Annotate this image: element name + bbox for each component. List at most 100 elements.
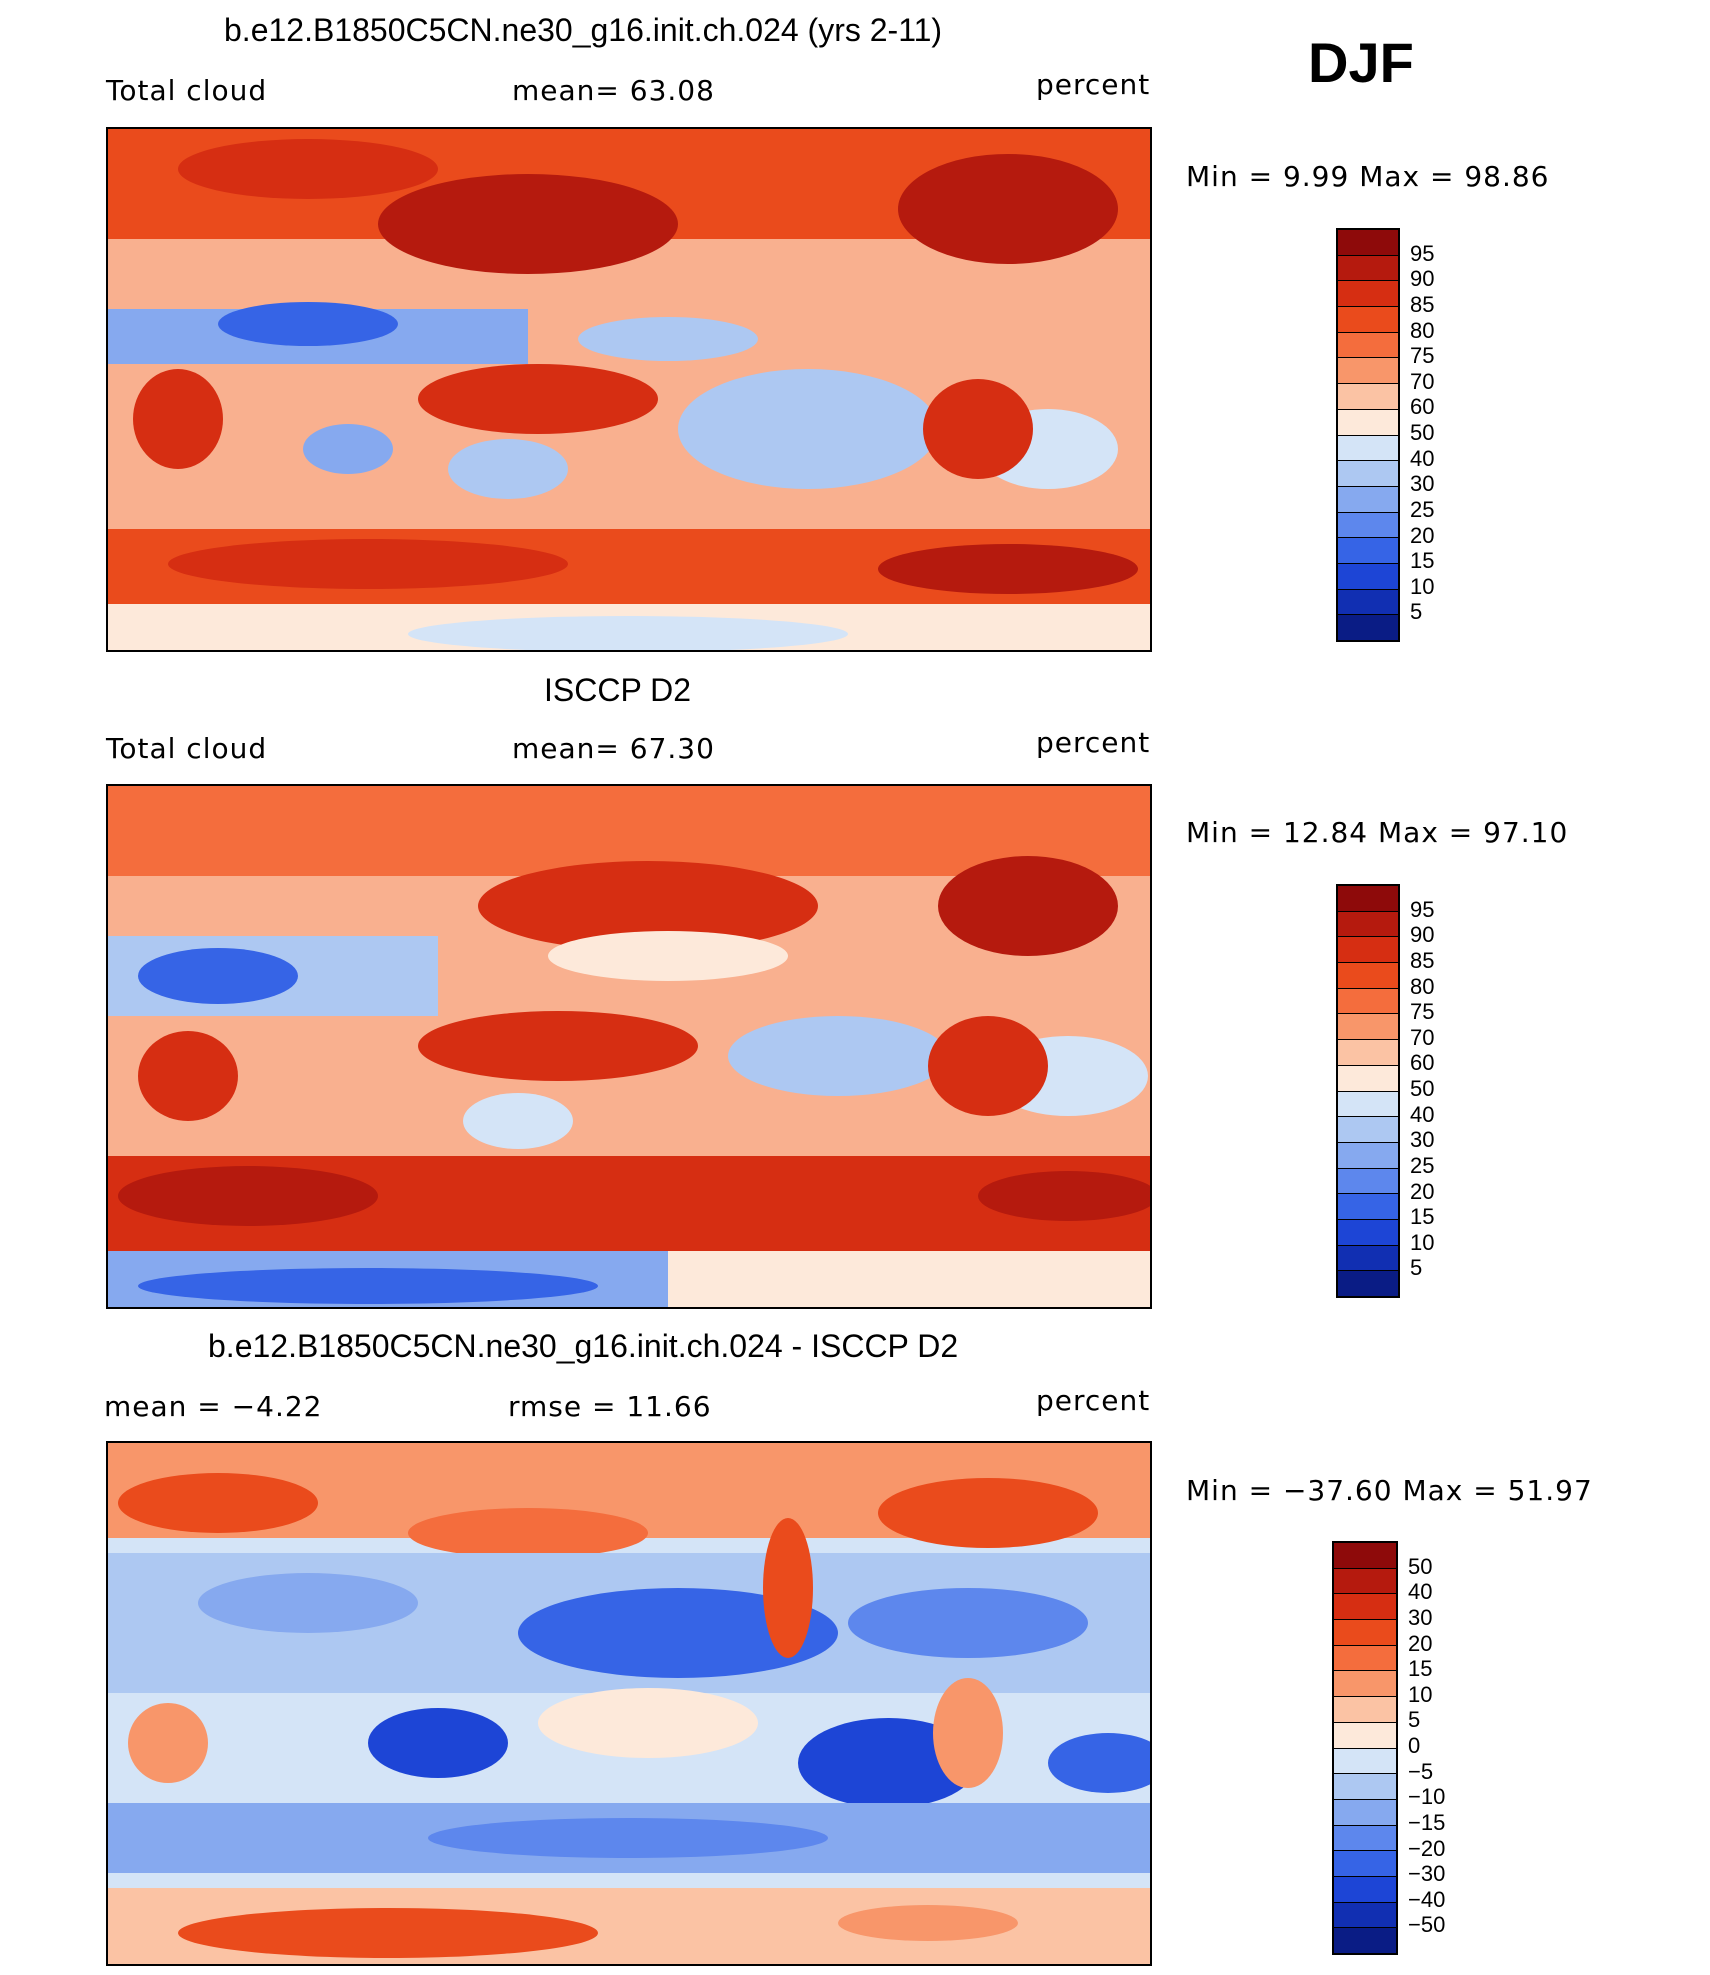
- panel-1-colorbar-labels: 95 90 85 80 75 70 60 50 40 30 25 20 15 1…: [1410, 228, 1490, 638]
- colorbar-label: 90: [1410, 922, 1435, 948]
- panel-1-field: [108, 129, 1150, 650]
- colorbar-label: 5: [1408, 1707, 1421, 1733]
- colorbar-swatch: [1334, 1722, 1396, 1749]
- colorbar-label: 10: [1410, 1229, 1435, 1255]
- colorbar-label: 60: [1410, 1050, 1435, 1076]
- panel-3-title: b.e12.B1850C5CN.ne30_g16.init.ch.024 - I…: [208, 1328, 959, 1364]
- colorbar-label: 50: [1408, 1553, 1433, 1579]
- colorbar-swatch: [1338, 1194, 1398, 1220]
- colorbar-swatch: [1334, 1851, 1396, 1877]
- colorbar-swatch: [1334, 1774, 1396, 1800]
- colorbar-swatch: [1338, 538, 1398, 564]
- colorbar-label: 30: [1408, 1604, 1433, 1630]
- colorbar-swatch: [1338, 563, 1398, 590]
- panel-3-colorbar: [1332, 1541, 1398, 1955]
- colorbar-label: 20: [1410, 1178, 1435, 1204]
- colorbar-swatch: [1338, 886, 1398, 912]
- panel-1-min-max: Min = 9.99 Max = 98.86: [1186, 160, 1550, 193]
- colorbar-swatch: [1334, 1748, 1396, 1775]
- panel-2-units-label: percent: [1036, 726, 1151, 759]
- colorbar-swatch: [1338, 963, 1398, 989]
- colorbar-label: 0: [1408, 1733, 1421, 1758]
- colorbar-label: 30: [1410, 471, 1435, 497]
- colorbar-swatch: [1334, 1645, 1396, 1672]
- colorbar-label: 70: [1410, 1024, 1435, 1050]
- panel-3-colorbar-labels: 50 40 30 20 15 10 5 0 −5 −10 −15 −20 −30…: [1408, 1541, 1498, 1951]
- panel-3-mean-label: mean = −4.22: [104, 1390, 323, 1423]
- colorbar-label: −10: [1408, 1784, 1446, 1810]
- colorbar-label: 10: [1410, 573, 1435, 599]
- colorbar-label: 10: [1408, 1681, 1433, 1707]
- panel-2-min-max: Min = 12.84 Max = 97.10: [1186, 816, 1569, 849]
- season-label: DJF: [1308, 31, 1414, 94]
- colorbar-swatch: [1334, 1543, 1396, 1569]
- colorbar-swatch: [1338, 1219, 1398, 1246]
- panel-2-colorbar-labels: 95 90 85 80 75 70 60 50 40 30 25 20 15 1…: [1410, 884, 1490, 1294]
- colorbar-swatch: [1334, 1902, 1396, 1929]
- colorbar-label: 90: [1410, 266, 1435, 292]
- colorbar-swatch: [1338, 307, 1398, 333]
- colorbar-swatch: [1338, 1271, 1398, 1296]
- panel-2-map: [106, 784, 1152, 1309]
- colorbar-label: 70: [1410, 368, 1435, 394]
- colorbar-label: 95: [1410, 240, 1435, 266]
- panel-2-field: [108, 786, 1150, 1307]
- colorbar-label: 5: [1410, 599, 1423, 625]
- colorbar-label: 80: [1410, 973, 1435, 999]
- colorbar-label: 15: [1410, 548, 1435, 574]
- panel-2-mean-label: mean= 67.30: [512, 732, 715, 765]
- colorbar-swatch: [1338, 332, 1398, 359]
- colorbar-swatch: [1338, 1065, 1398, 1092]
- colorbar-label: 5: [1410, 1255, 1423, 1281]
- colorbar-label: 95: [1410, 896, 1435, 922]
- colorbar-swatch: [1338, 1040, 1398, 1066]
- colorbar-swatch: [1334, 1568, 1396, 1595]
- colorbar-swatch: [1338, 461, 1398, 487]
- colorbar-swatch: [1334, 1876, 1396, 1903]
- colorbar-label: 85: [1410, 291, 1435, 317]
- colorbar-swatch: [1338, 615, 1398, 640]
- colorbar-label: 40: [1408, 1579, 1433, 1605]
- colorbar-swatch: [1338, 486, 1398, 513]
- colorbar-label: 85: [1410, 947, 1435, 973]
- colorbar-swatch: [1338, 937, 1398, 964]
- colorbar-swatch: [1338, 384, 1398, 410]
- colorbar-label: 15: [1408, 1656, 1433, 1682]
- colorbar-swatch: [1338, 435, 1398, 462]
- panel-2-colorbar: [1336, 884, 1400, 1298]
- panel-3-rmse-label: rmse = 11.66: [508, 1390, 712, 1423]
- colorbar-label: 30: [1410, 1127, 1435, 1153]
- colorbar-label: 50: [1410, 420, 1435, 445]
- panel-1-title: b.e12.B1850C5CN.ne30_g16.init.ch.024 (yr…: [224, 12, 943, 48]
- colorbar-swatch: [1338, 1091, 1398, 1118]
- colorbar-swatch: [1338, 358, 1398, 385]
- panel-3-min-max: Min = −37.60 Max = 51.97: [1186, 1474, 1593, 1507]
- colorbar-swatch: [1338, 988, 1398, 1015]
- panel-3-field: [108, 1443, 1150, 1964]
- colorbar-label: −30: [1408, 1861, 1446, 1887]
- colorbar-swatch: [1338, 281, 1398, 308]
- colorbar-swatch: [1334, 1799, 1396, 1826]
- panel-1-map: [106, 127, 1152, 652]
- colorbar-swatch: [1334, 1594, 1396, 1621]
- colorbar-label: 75: [1410, 343, 1435, 369]
- panel-2-title: ISCCP D2: [544, 672, 692, 708]
- colorbar-label: 40: [1410, 445, 1435, 471]
- colorbar-swatch: [1334, 1620, 1396, 1646]
- colorbar-label: 20: [1410, 522, 1435, 548]
- colorbar-label: 40: [1410, 1101, 1435, 1127]
- colorbar-label: 25: [1410, 1152, 1435, 1178]
- colorbar-swatch: [1338, 230, 1398, 256]
- panel-3-units-label: percent: [1036, 1384, 1151, 1417]
- colorbar-swatch: [1338, 512, 1398, 539]
- colorbar-swatch: [1334, 1825, 1396, 1852]
- colorbar-swatch: [1338, 255, 1398, 282]
- colorbar-swatch: [1338, 1142, 1398, 1169]
- panel-3-map: [106, 1441, 1152, 1966]
- colorbar-swatch: [1334, 1928, 1396, 1953]
- colorbar-label: 80: [1410, 317, 1435, 343]
- colorbar-swatch: [1338, 589, 1398, 616]
- panel-1-units-label: percent: [1036, 68, 1151, 101]
- colorbar-swatch: [1338, 1245, 1398, 1272]
- panel-1-mean-label: mean= 63.08: [512, 74, 715, 107]
